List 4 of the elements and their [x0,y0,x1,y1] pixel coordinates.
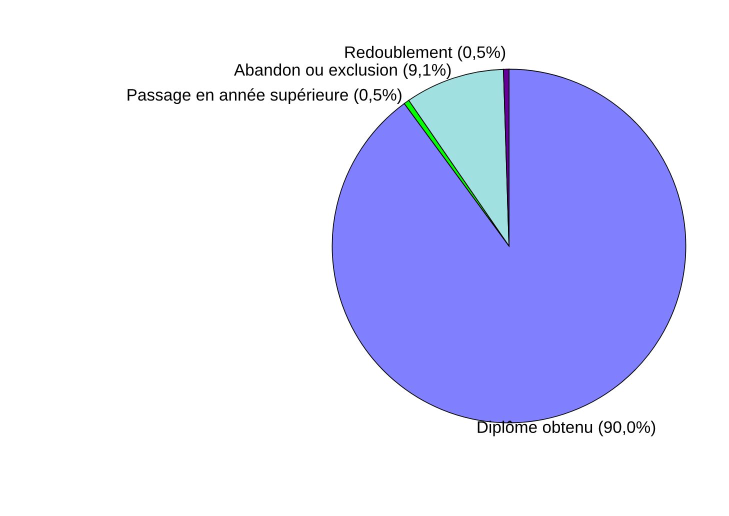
slice-label: Abandon ou exclusion (9,1%) [234,64,451,80]
slice-label: Diplôme obtenu (90,0%) [478,420,656,436]
slice-label: Passage en année supérieure (0,5%) [128,88,402,104]
slice-label: Redoublement (0,5%) [345,46,506,62]
